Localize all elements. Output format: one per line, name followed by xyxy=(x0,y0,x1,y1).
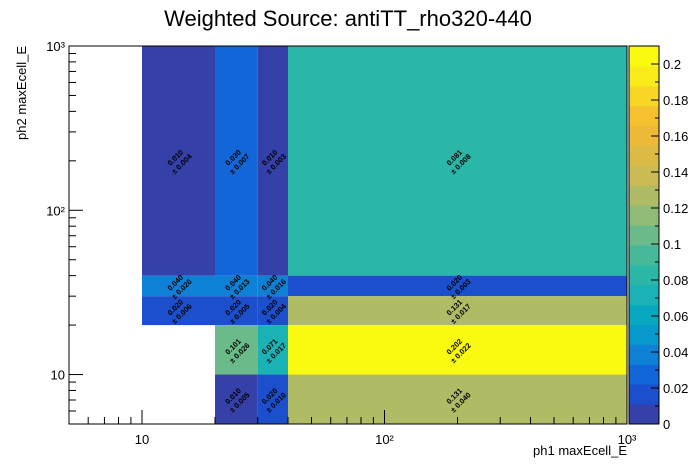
palette-swatch xyxy=(629,85,659,107)
y-tick-label: 10³ xyxy=(46,39,65,54)
palette-tick-label: 0.02 xyxy=(663,381,688,396)
palette-tick-label: 0 xyxy=(663,417,670,432)
palette-swatch xyxy=(629,404,659,425)
heatmap-cell xyxy=(287,296,627,326)
y-axis-label: ph2 maxEcell_E xyxy=(14,46,29,140)
heatmap-cell xyxy=(257,46,288,276)
heatmap-cell xyxy=(214,325,258,375)
palette-tick-label: 0.08 xyxy=(663,273,688,288)
palette-tick-label: 0.1 xyxy=(663,237,681,252)
heatmap-cell xyxy=(287,46,627,276)
x-tick-label: 10² xyxy=(375,432,394,447)
heatmap-cells xyxy=(141,46,627,424)
axes: 10 10² 10³ 10 10² 10³ xyxy=(46,39,637,447)
palette-tick-label: 0.14 xyxy=(663,165,688,180)
palette-swatch xyxy=(629,165,659,186)
palette-swatch xyxy=(629,304,659,326)
heatmap-cell xyxy=(257,325,288,375)
palette-swatch xyxy=(629,145,659,166)
heatmap-cell xyxy=(141,275,215,297)
y-tick-label: 10² xyxy=(46,203,65,218)
chart-title: Weighted Source: antiTT_rho320-440 xyxy=(164,6,532,31)
y-tick-label: 10 xyxy=(51,368,65,383)
palette-swatch xyxy=(629,244,659,266)
heatmap-cell xyxy=(214,296,258,326)
palette-swatch xyxy=(629,384,659,405)
palette-frame xyxy=(628,45,660,425)
palette-tick-label: 0.18 xyxy=(663,93,688,108)
palette-swatch xyxy=(629,364,659,385)
palette-swatch xyxy=(629,324,659,345)
heatmap-cell xyxy=(287,325,627,375)
heatmap-cell xyxy=(214,46,258,276)
heatmap-cell xyxy=(257,296,288,326)
palette-tick-label: 0.04 xyxy=(663,345,688,360)
heatmap-cell xyxy=(287,275,627,297)
palette-tick-label: 0.06 xyxy=(663,309,688,324)
heatmap-cell xyxy=(257,275,288,297)
plot-frame xyxy=(68,45,628,425)
palette-swatch xyxy=(629,46,659,67)
palette-swatch xyxy=(629,284,659,306)
palette-swatch xyxy=(629,65,659,87)
cell-label-group: 0.010± 0.003 xyxy=(260,148,288,176)
x-tick-label: 10³ xyxy=(618,432,637,447)
palette-tick-label: 0.16 xyxy=(663,129,688,144)
palette-swatch xyxy=(629,185,659,206)
palette-swatch xyxy=(629,225,659,246)
x-axis-label: ph1 maxEcell_E xyxy=(533,443,627,458)
palette-swatch xyxy=(629,105,659,127)
heatmap-cell xyxy=(214,275,258,297)
x-tick-label: 10 xyxy=(135,432,149,447)
palette-tick-label: 0.12 xyxy=(663,201,688,216)
palette-tick-label: 0.2 xyxy=(663,57,681,72)
palette-swatch xyxy=(629,125,659,146)
heatmap-cell xyxy=(287,374,627,424)
heatmap-cell xyxy=(141,296,215,326)
palette-swatch xyxy=(629,344,659,365)
heatmap-cell xyxy=(214,374,258,424)
heatmap-cell xyxy=(141,46,215,276)
palette-swatch xyxy=(629,264,659,286)
palette-swatch xyxy=(629,205,659,226)
heatmap-cell xyxy=(257,374,288,424)
color-palette: 0 0.02 0.04 0.06 0.08 0.1 0.12 0.14 0.16 0.18 0.2 xyxy=(628,45,688,432)
